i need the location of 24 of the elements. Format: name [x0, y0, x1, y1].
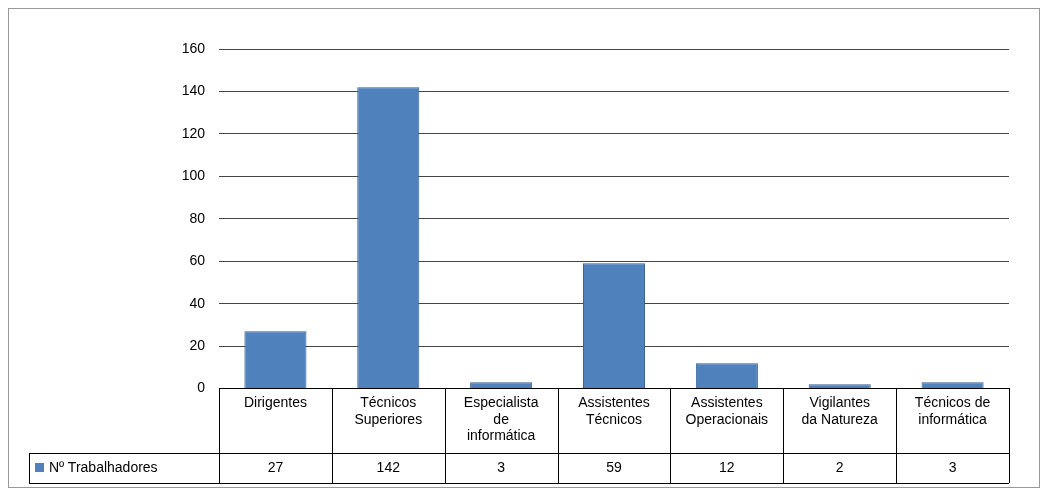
y-tick-label: 60: [189, 252, 206, 269]
y-tick-label: 20: [189, 337, 206, 354]
y-tick-label: 80: [189, 209, 206, 226]
x-tick-label: Dirigentes: [243, 393, 307, 410]
y-tick-label: 160: [181, 39, 206, 56]
legend-label: Nº Trabalhadores: [49, 458, 158, 475]
x-tick-label: Técnicos Superiores: [354, 393, 423, 427]
y-tick-label: 140: [181, 82, 206, 99]
y-tick-label: 40: [189, 294, 206, 311]
x-tick-label: Técnicos de informática: [914, 393, 991, 427]
y-tick-label: 120: [181, 124, 206, 141]
data-label: 2: [835, 458, 844, 475]
data-label: 12: [719, 458, 735, 475]
x-tick-label: Assistentes Técnicos: [578, 393, 650, 427]
data-label: 59: [606, 458, 622, 475]
x-tick-label: Vigilantes da Natureza: [801, 393, 879, 427]
y-tick-label: 0: [197, 379, 206, 396]
data-label: 142: [376, 458, 401, 475]
x-tick-label: Especialista de informática: [463, 393, 539, 444]
y-tick-label: 100: [181, 167, 206, 184]
data-label: 27: [267, 458, 284, 475]
data-label: 3: [948, 458, 957, 475]
data-label: 3: [497, 458, 506, 475]
x-tick-label: Assistentes Operacionais: [685, 393, 769, 427]
